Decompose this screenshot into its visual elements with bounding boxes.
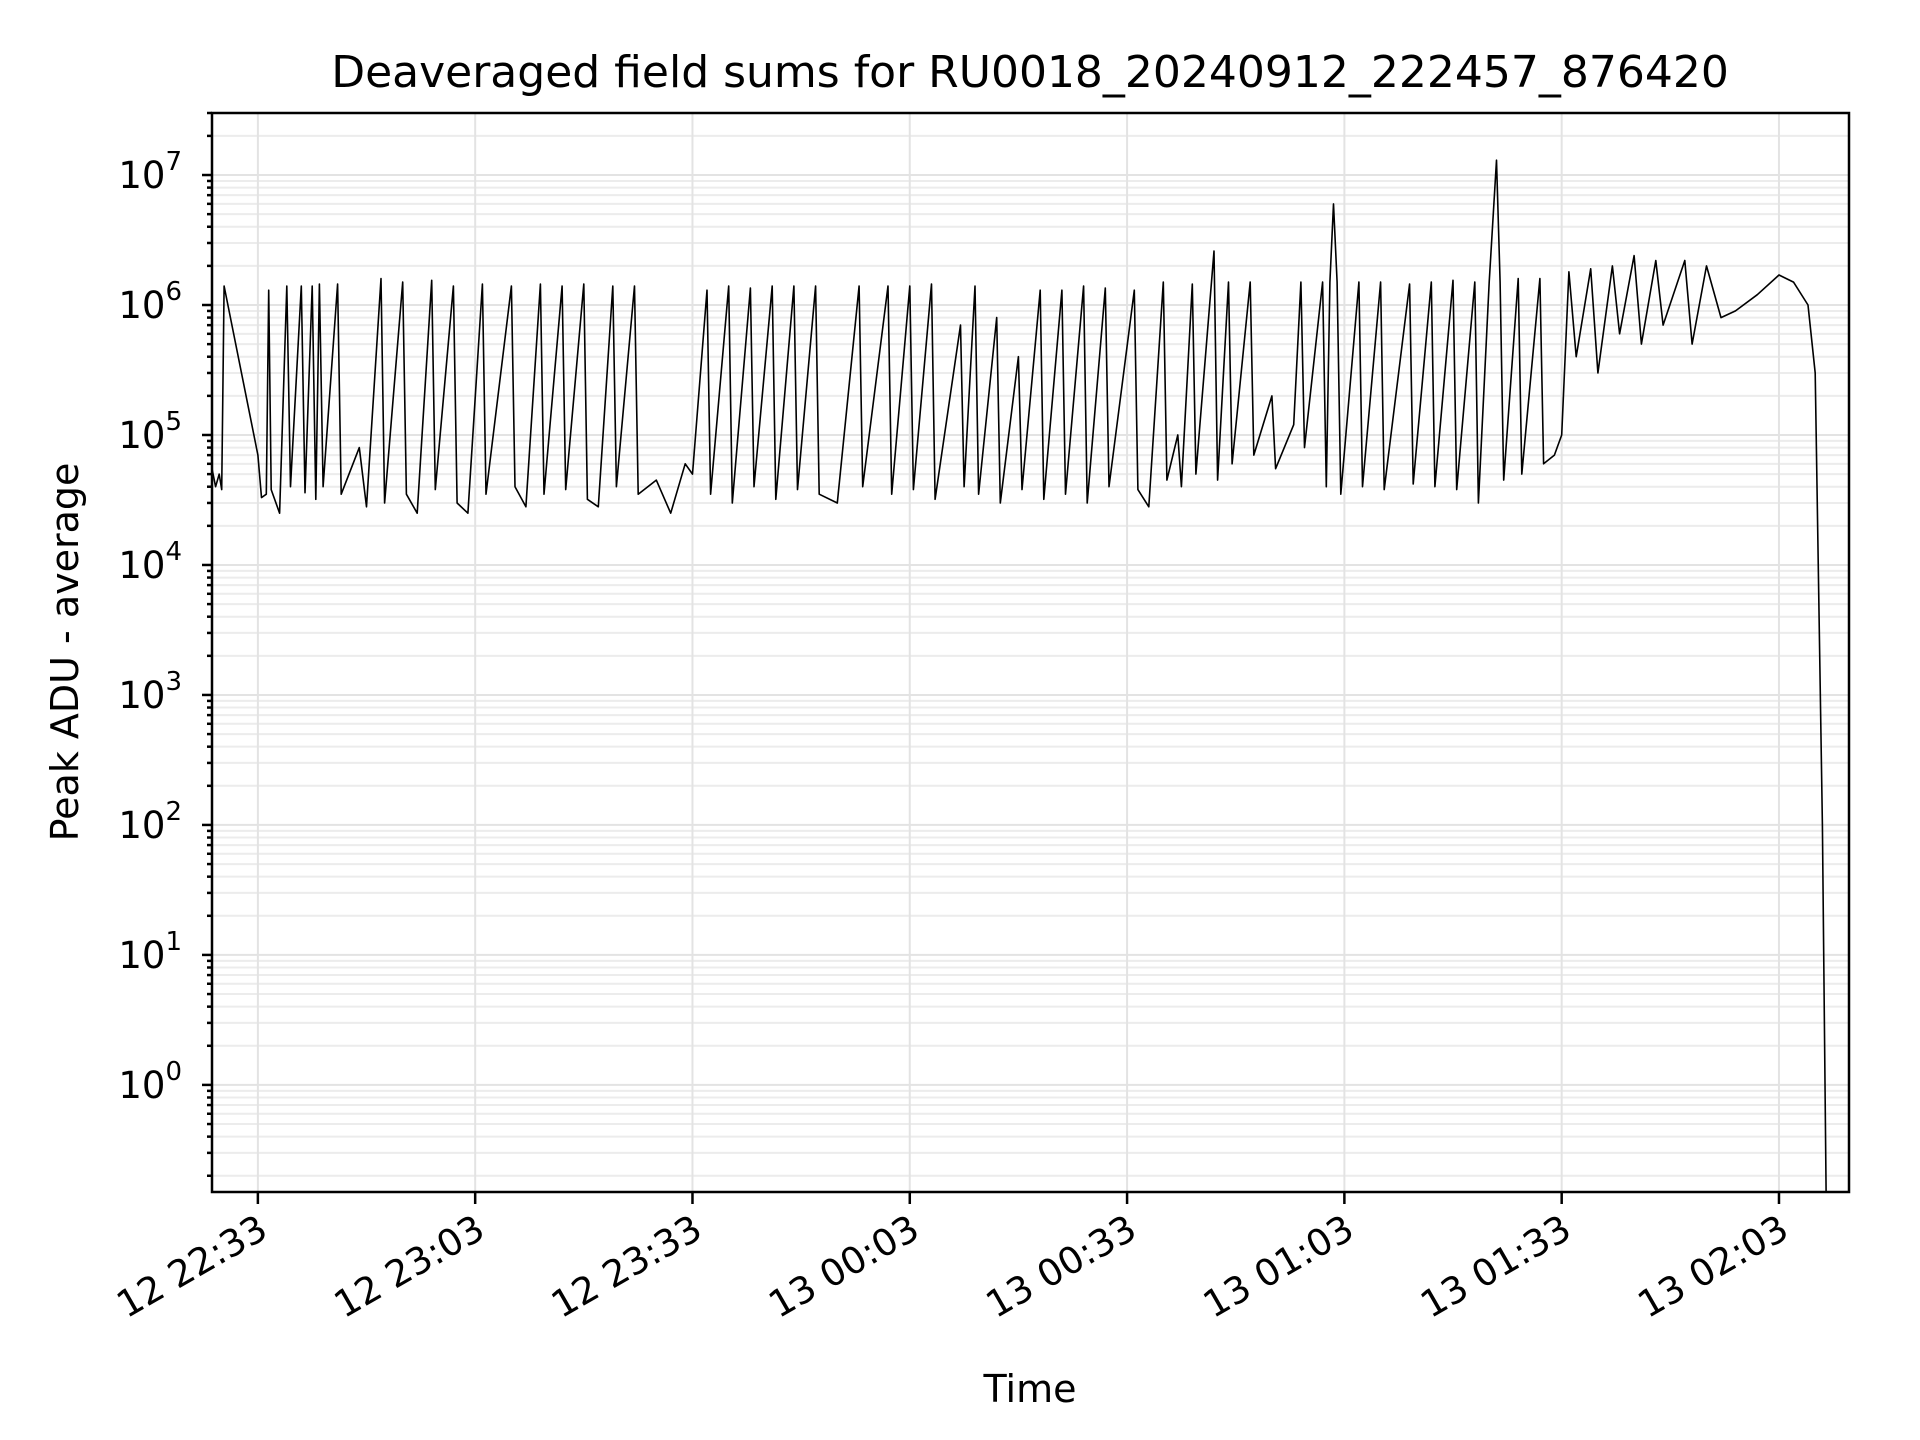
y-tick-label: 102	[118, 797, 182, 847]
x-axis-label: Time	[983, 1367, 1077, 1411]
y-tick-label-base: 10	[118, 154, 165, 197]
plot-frame	[210, 111, 1851, 1194]
y-tick-label-base: 10	[118, 804, 165, 847]
y-tick-label-base: 10	[118, 544, 165, 587]
x-tick-label: 13 00:03	[761, 1207, 926, 1327]
y-tick-label-exp: 7	[165, 147, 182, 177]
y-tick-label: 106	[118, 277, 182, 327]
y-tick-label: 104	[118, 537, 182, 587]
y-tick-label-base: 10	[118, 414, 165, 457]
x-tick-label: 12 23:33	[544, 1207, 709, 1327]
y-tick-label-base: 10	[118, 934, 165, 977]
y-tick-label-base: 10	[118, 284, 165, 327]
x-tick-label: 13 02:03	[1631, 1207, 1796, 1327]
y-axis-label: Peak ADU - average	[43, 463, 87, 842]
grid	[212, 112, 1849, 1192]
series-layer	[211, 159, 1827, 1193]
y-tick-label-exp: 4	[165, 537, 182, 567]
y-tick-label-exp: 2	[165, 797, 182, 827]
y-tick-label: 100	[118, 1057, 182, 1107]
series-line	[211, 159, 1827, 1193]
x-tick-label: 13 00:33	[979, 1207, 1144, 1327]
x-tick-label: 13 01:03	[1196, 1207, 1361, 1327]
y-tick-label-exp: 3	[165, 667, 182, 697]
y-tick-label: 107	[118, 147, 182, 197]
y-tick-label-exp: 0	[165, 1057, 182, 1087]
y-tick-label: 101	[118, 927, 182, 977]
y-tick-label: 103	[118, 667, 182, 717]
y-tick-label-exp: 1	[165, 927, 182, 957]
chart-title: Deaveraged field sums for RU0018_2024091…	[331, 47, 1729, 98]
y-tick-label: 105	[118, 407, 182, 457]
y-tick-label-base: 10	[118, 674, 165, 717]
x-tick-label: 12 23:03	[327, 1207, 492, 1327]
y-tick-label-exp: 6	[165, 277, 182, 307]
x-tick-label: 13 01:33	[1413, 1207, 1578, 1327]
y-tick-label-base: 10	[118, 1064, 165, 1107]
x-tick-label: 12 22:33	[110, 1207, 275, 1327]
y-tick-label-exp: 5	[165, 407, 182, 437]
